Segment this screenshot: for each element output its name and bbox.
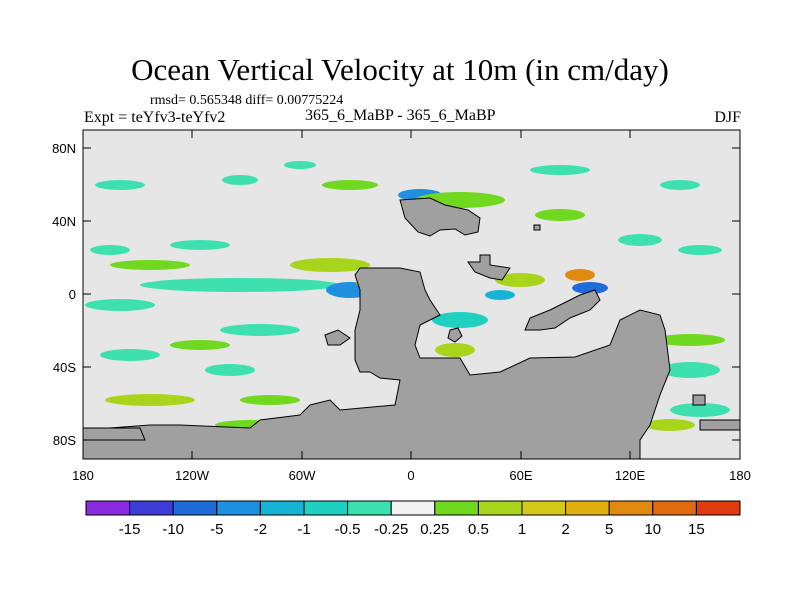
land-peninsula-east: [524, 289, 601, 331]
experiment-label: Expt = teYfv3-teYfv2: [84, 109, 226, 126]
colorbar-box: [521, 500, 567, 516]
patch: [322, 180, 378, 190]
land-north-block: [399, 197, 481, 237]
lon-label-60e: 60E: [509, 468, 532, 483]
colorbar-box: [303, 500, 349, 516]
colorbar-box: [608, 500, 654, 516]
lon-label-0: 0: [407, 468, 414, 483]
lon-label-180-east: 180: [729, 468, 751, 483]
colorbar-label: -10: [162, 521, 184, 538]
patch: [110, 260, 190, 270]
colorbar-label: -5: [210, 521, 223, 538]
patch: [565, 269, 595, 281]
lon-label-180-west: 180: [72, 468, 94, 483]
map-title: Ocean Vertical Velocity at 10m (in cm/da…: [131, 52, 669, 87]
colorbar-box: [477, 500, 523, 516]
patch: [645, 419, 695, 431]
land-east-island: [692, 394, 706, 406]
patch: [140, 278, 340, 292]
negative-anomaly-patches: [85, 161, 730, 417]
patch: [105, 394, 195, 406]
patch: [485, 290, 515, 300]
colorbar-box: [85, 500, 131, 516]
patch: [435, 343, 475, 357]
colorbar-box: [129, 500, 174, 516]
lat-label-40n: 40N: [52, 214, 76, 229]
patch: [220, 324, 300, 336]
colorbar-box: [652, 500, 697, 516]
colorbar-label: 15: [688, 521, 705, 538]
longitude-axis: 180 120W 60W 0 60E 120E 180: [72, 130, 751, 483]
land-central-continent: [82, 267, 671, 460]
patch: [85, 299, 155, 311]
colorbar-box: [216, 500, 261, 516]
land-southwest-strip: [82, 427, 146, 441]
colorbar-label: 5: [605, 521, 613, 538]
lat-label-80n: 80N: [52, 141, 76, 156]
rmsd-diff-stats: rmsd= 0.565348 diff= 0.00775224: [150, 93, 344, 108]
land-small-north-east: [533, 224, 541, 231]
latitude-axis: 80N 40N 0 40S 80S: [52, 141, 740, 448]
land-island-small: [324, 329, 351, 346]
patch: [240, 395, 300, 405]
patch: [222, 175, 258, 185]
colorbar-label: -2: [254, 521, 267, 538]
land-east-edge: [699, 419, 741, 431]
colorbar-label: -0.5: [335, 521, 361, 538]
colorbar-label: -0.25: [374, 521, 408, 538]
patch: [495, 273, 545, 287]
colorbar-box: [434, 500, 479, 516]
colorbar-box: [565, 500, 610, 516]
patch: [170, 240, 230, 250]
patch: [100, 349, 160, 361]
land-islands-west: [467, 254, 511, 281]
season-label: DJF: [714, 109, 741, 126]
lon-label-60w: 60W: [289, 468, 316, 483]
colorbar-label: 10: [644, 521, 661, 538]
colorbar-box: [390, 500, 436, 516]
patch: [618, 234, 662, 246]
land-masses: [82, 197, 741, 460]
lon-label-120w: 120W: [175, 468, 210, 483]
patch: [530, 165, 590, 175]
lat-label-80s: 80S: [53, 433, 76, 448]
lon-label-120e: 120E: [615, 468, 646, 483]
lat-label-40s: 40S: [53, 360, 76, 375]
colorbar-box: [695, 500, 741, 516]
patch: [535, 209, 585, 221]
patch: [205, 364, 255, 376]
patch: [678, 245, 722, 255]
colorbar-box: [259, 500, 305, 516]
colorbar: -15 -10 -5 -2 -1 -0.5 -0.25 0.25 0.5 1 2 5 10 15: [85, 500, 741, 538]
patch: [290, 258, 370, 272]
colorbar-box: [172, 500, 218, 516]
patch: [655, 334, 725, 346]
lat-label-0: 0: [69, 287, 76, 302]
land-island-south: [447, 327, 463, 343]
patch: [95, 180, 145, 190]
patch: [660, 362, 720, 378]
patch: [432, 312, 488, 328]
colorbar-box: [347, 500, 392, 516]
colorbar-label: -15: [119, 521, 141, 538]
patch: [670, 403, 730, 417]
colorbar-label: -1: [297, 521, 310, 538]
colorbar-label: 0.25: [420, 521, 449, 538]
colorbar-label: 0.5: [468, 521, 489, 538]
patch: [284, 161, 316, 169]
patch: [660, 180, 700, 190]
patch: [572, 282, 608, 294]
patch: [90, 245, 130, 255]
colorbar-label: 2: [561, 521, 569, 538]
patch: [170, 340, 230, 350]
colorbar-label: 1: [518, 521, 526, 538]
comparison-label: 365_6_MaBP - 365_6_MaBP: [305, 107, 496, 124]
